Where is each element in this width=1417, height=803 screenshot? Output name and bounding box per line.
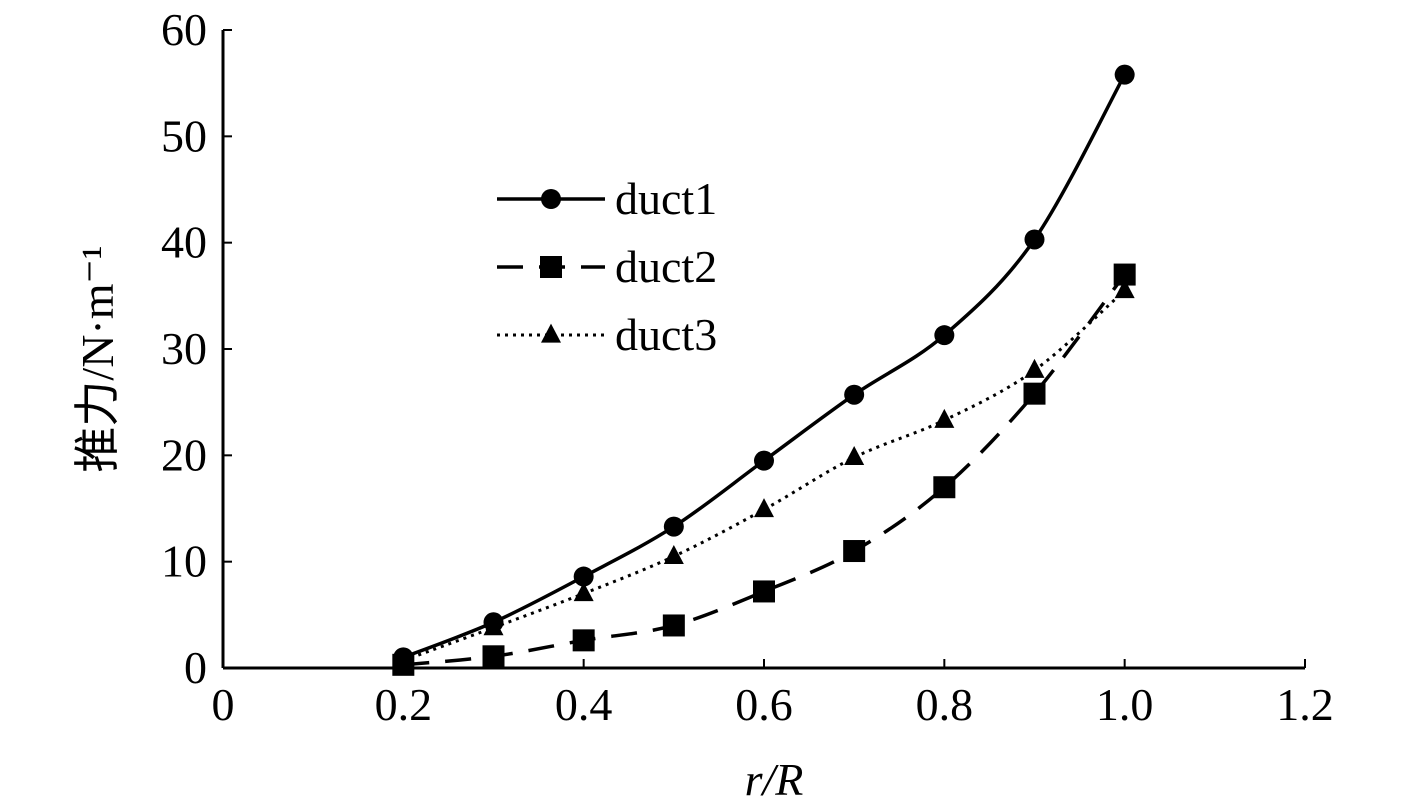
data-point-duct1	[1024, 229, 1045, 250]
data-point-duct2	[1113, 263, 1136, 286]
series-line-duct3	[402, 289, 1126, 662]
data-point-duct2	[933, 476, 956, 499]
plot-area	[392, 64, 1136, 676]
series-line-duct1	[402, 73, 1127, 659]
legend-marker	[541, 323, 561, 343]
data-point-duct1	[663, 516, 684, 537]
data-point-duct1	[844, 384, 865, 405]
data-point-duct2	[1023, 382, 1046, 405]
data-point-duct3	[483, 616, 504, 636]
x-axis-title: r/R	[745, 754, 804, 803]
y-axis-title: 推力/N·m⁻¹	[72, 245, 123, 472]
y-tick-label: 0	[184, 642, 207, 693]
data-point-duct3	[844, 446, 865, 466]
y-tick-label: 50	[161, 110, 207, 161]
y-ticks: 0 10 20 30 40 50 60	[161, 4, 232, 693]
series-line-duct2	[403, 273, 1127, 667]
y-tick-label: 60	[161, 4, 207, 55]
data-point-duct1	[754, 450, 774, 471]
data-point-duct3	[1024, 358, 1045, 378]
x-tick-label: 0.8	[916, 679, 974, 730]
data-point-duct2	[662, 614, 685, 637]
legend: duct1 duct2 duct3	[497, 173, 717, 360]
y-tick-label: 30	[161, 323, 207, 374]
axes: 0 0.2 0.4 0.6 0.8 1.0 1.2 0 10 20 30 40 50 60	[161, 4, 1334, 730]
data-point-duct3	[754, 498, 774, 518]
legend-label: duct3	[615, 309, 717, 360]
data-point-duct2	[843, 540, 866, 563]
data-point-duct3	[573, 582, 594, 602]
legend-item-duct1: duct1	[497, 173, 717, 224]
data-point-duct3	[934, 408, 955, 428]
series-duct3	[393, 279, 1135, 669]
data-point-duct3	[1114, 279, 1135, 299]
y-tick-label: 10	[161, 536, 207, 587]
data-point-duct3	[393, 649, 414, 669]
x-ticks: 0 0.2 0.4 0.6 0.8 1.0 1.2	[212, 659, 1334, 730]
data-point-duct1	[934, 325, 955, 346]
x-tick-label: 0.2	[375, 679, 433, 730]
x-tick-label: 0.6	[735, 679, 793, 730]
series-duct1	[393, 64, 1135, 668]
x-tick-label: 0	[212, 679, 235, 730]
x-tick-label: 0.4	[555, 679, 613, 730]
data-point-duct1	[573, 566, 594, 587]
data-point-duct3	[663, 544, 684, 564]
data-point-duct2	[753, 580, 775, 603]
x-tick-label: 1.2	[1276, 679, 1334, 730]
series-duct2	[392, 263, 1136, 676]
data-point-duct2	[572, 629, 595, 652]
x-tick-label: 1.0	[1096, 679, 1154, 730]
legend-label: duct2	[615, 241, 717, 292]
data-point-duct2	[482, 645, 505, 668]
legend-marker	[540, 256, 562, 278]
legend-item-duct2: duct2	[497, 241, 717, 292]
legend-marker	[541, 189, 561, 209]
y-tick-label: 40	[161, 217, 207, 268]
legend-item-duct3: duct3	[497, 309, 717, 360]
data-point-duct1	[1114, 64, 1135, 85]
legend-label: duct1	[615, 173, 717, 224]
y-tick-label: 20	[161, 429, 207, 480]
